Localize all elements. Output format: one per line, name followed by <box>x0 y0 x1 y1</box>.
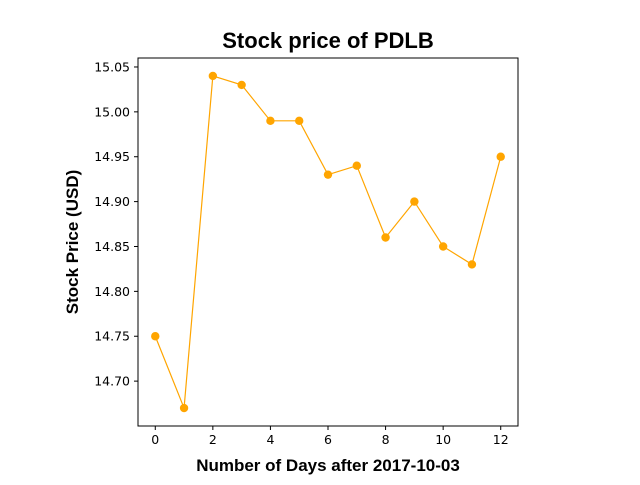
x-axis-label: Number of Days after 2017-10-03 <box>196 456 460 475</box>
y-axis-label: Stock Price (USD) <box>63 170 82 315</box>
x-tick-label: 4 <box>266 432 274 447</box>
data-point <box>179 403 189 413</box>
x-tick-label: 0 <box>151 432 159 447</box>
data-point <box>208 71 218 81</box>
data-point <box>381 233 390 242</box>
y-axis: 14.70 14.75 14.80 14.85 14.90 14.95 15.00 15.05 <box>94 59 138 389</box>
data-point <box>323 170 333 179</box>
y-tick-label: 14.80 <box>94 284 130 299</box>
y-tick-label: 15.00 <box>94 104 130 119</box>
data-point <box>438 242 448 251</box>
data-point <box>352 161 361 170</box>
y-tick-label: 14.75 <box>94 329 130 344</box>
data-point <box>467 260 477 269</box>
x-tick-label: 12 <box>493 432 509 447</box>
x-tick-label: 8 <box>382 432 390 447</box>
data-point <box>237 80 246 90</box>
y-tick-label: 14.95 <box>94 149 130 164</box>
x-tick-label: 10 <box>435 432 451 447</box>
y-tick-label: 14.70 <box>94 374 130 389</box>
x-tick-label: 2 <box>209 432 217 447</box>
data-point <box>295 116 304 126</box>
x-axis: 0 2 4 6 8 10 12 <box>151 426 509 447</box>
data-point <box>410 197 419 206</box>
data-point <box>496 152 505 161</box>
y-tick-label: 14.90 <box>94 194 130 209</box>
y-tick-label: 15.05 <box>94 59 130 74</box>
data-point <box>151 332 160 341</box>
series-layer <box>151 71 505 413</box>
chart-title: Stock price of PDLB <box>222 28 433 53</box>
x-tick-label: 6 <box>324 432 332 447</box>
plot-area-frame <box>137 57 519 427</box>
y-tick-label: 14.85 <box>94 239 130 254</box>
data-point <box>266 116 275 126</box>
